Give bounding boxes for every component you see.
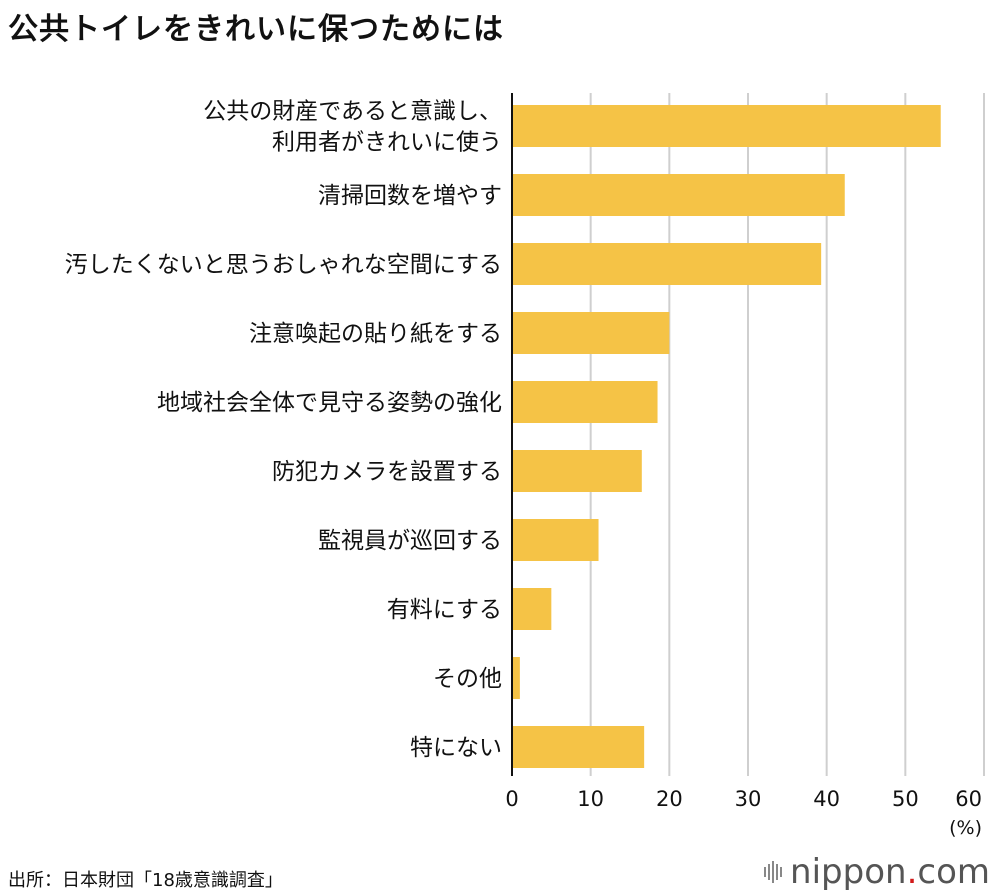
category-label: 清掃回数を増やす [318,183,502,209]
bar [512,450,642,492]
logo-name: nippon [790,852,907,892]
bar [512,105,941,147]
source-note: 出所：日本財団「18歳意識調査」 [8,870,283,891]
logo-dot: . [906,852,918,892]
bar [512,657,520,699]
category-label: 汚したくないと思うおしゃれな空間にする [65,252,502,278]
bar [512,726,645,768]
category-label: 注意喚起の貼り紙をする [249,321,502,347]
category-label: 地域社会全体で見守る姿勢の強化 [157,390,502,416]
bar [512,312,670,354]
category-label: 有料にする [387,597,502,623]
x-tick-label: 20 [656,787,683,811]
x-tick-label: 0 [505,787,518,811]
chart-title: 公共トイレをきれいに保つためには [8,12,504,47]
x-tick-label: 50 [892,787,919,811]
bar [512,243,822,285]
logo-suffix: com [917,852,990,892]
category-label: 特にない [410,735,502,761]
x-unit-label: (%) [949,817,982,839]
category-label: 利用者がきれいに使う [272,130,502,156]
nippon-logo: nippon. com [764,852,990,892]
category-label: 監視員が巡回する [318,528,502,554]
x-tick-label: 60 [955,787,982,811]
logo-mark-icon [764,861,783,883]
bar [512,381,658,423]
x-tick-label: 10 [577,787,604,811]
bar [512,519,599,561]
bar [512,174,845,216]
bar [512,588,552,630]
category-label: その他 [433,666,502,692]
category-label: 防犯カメラを設置する [272,459,502,485]
x-tick-label: 40 [813,787,840,811]
x-tick-label: 30 [735,787,762,811]
category-label: 公共の財産であると意識し、 [203,99,502,125]
